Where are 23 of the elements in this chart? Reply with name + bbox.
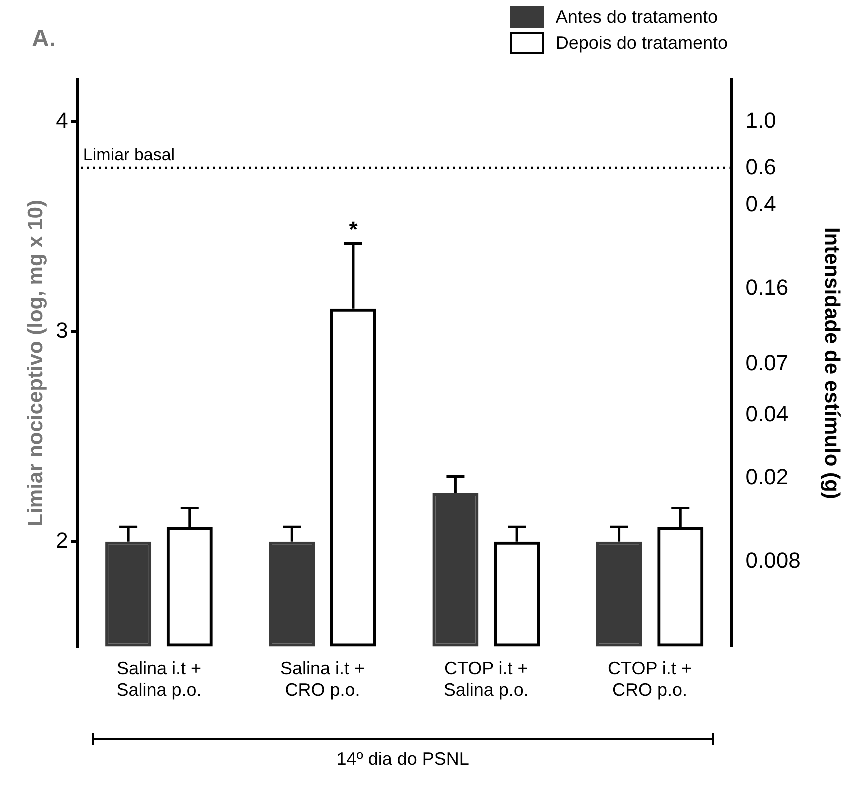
y-tick-label: 3 <box>56 318 68 343</box>
legend-label: Depois do tratamento <box>556 32 728 54</box>
y2-tick-label: 0.04 <box>746 401 789 426</box>
y2-tick-label: 0.008 <box>746 548 801 574</box>
y2-tick-label: 0.07 <box>746 350 789 376</box>
ref-line-label: Limiar basal <box>83 145 176 164</box>
text: 14º dia do PSNL <box>336 748 470 770</box>
y2-tick-label: 1.0 <box>746 108 776 134</box>
y2-tick-label: 0.4 <box>746 192 776 217</box>
chart-title: A. <box>32 26 56 53</box>
y-tick-label: 2 <box>56 528 68 553</box>
y2-tick-label: 0.6 <box>746 154 776 180</box>
x-tick-label: CTOP i.t + Salina p.o. <box>444 658 529 700</box>
x-tick-label: Salina i.t + Salina p.o. <box>116 658 202 700</box>
legend-label: Antes do tratamento <box>556 6 718 28</box>
y2-tick-label: 0.16 <box>746 275 789 300</box>
x-tick-label: CTOP i.t + CRO p.o. <box>608 658 692 700</box>
y-tick-label: 4 <box>56 108 68 134</box>
annotation: * <box>349 216 358 242</box>
y-axis-title: Limiar nociceptivo (log, mg x 10) <box>24 200 48 527</box>
y2-tick-label: 0.02 <box>746 464 789 490</box>
x-tick-label: Salina i.t + CRO p.o. <box>280 658 366 700</box>
y2-axis-title: Intensidade de estímulo (g) <box>820 227 844 500</box>
